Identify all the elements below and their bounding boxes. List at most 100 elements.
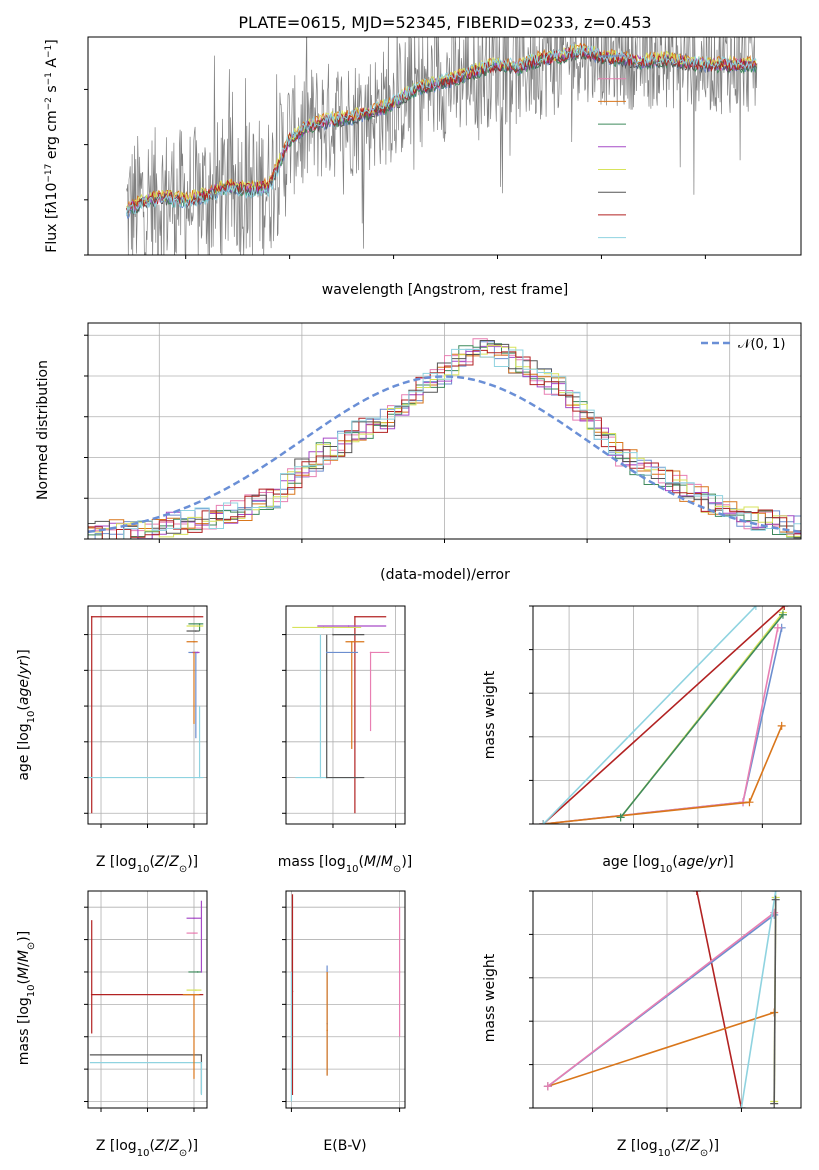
- data-point: [193, 917, 195, 920]
- spectrum-panel: PLATE=0615, MJD=52345, FIBERID=0233, z=0…: [44, 13, 802, 298]
- mass-weight-marker: [773, 623, 782, 632]
- mass-vs-extinction-plot: [282, 890, 406, 1112]
- data-point: [193, 932, 195, 934]
- mass-weight-line: [547, 912, 775, 1087]
- data-point: [319, 776, 322, 779]
- clipped-marks: [88, 338, 801, 539]
- model-spectrum-line: [126, 44, 757, 216]
- mass-weight-age-ylabel: mass weight: [482, 670, 498, 759]
- data-point: [291, 990, 294, 993]
- mass-weight-marker: [539, 820, 548, 824]
- data-point: [196, 971, 199, 973]
- residual-histogram-step: [88, 348, 801, 539]
- axes-frame: [87, 36, 802, 256]
- mass-weight-line: [696, 891, 743, 1108]
- spectrum-title: PLATE=0615, MJD=52345, FIBERID=0233, z=0…: [238, 13, 651, 32]
- data-point: [326, 1029, 328, 1032]
- clipped-marks: [126, 37, 758, 255]
- data-point: [398, 971, 401, 973]
- mass-weight-line: [773, 899, 777, 1104]
- spectrum-ylabel: Flux [fλ10−17 erg cm−2 s−1 A−1]: [44, 39, 60, 252]
- normal-distribution-curve: [88, 375, 801, 534]
- mass-weight-marker: [737, 1104, 746, 1108]
- data-point: [90, 993, 93, 996]
- data-point: [196, 651, 199, 654]
- mass-weight-marker: [780, 606, 789, 610]
- mass-weight-marker: [771, 891, 780, 895]
- axes-frame: [285, 890, 406, 1109]
- extinction-xlabel: E(B-V): [323, 1138, 366, 1154]
- mass-vs-metallicity-plot: [84, 890, 208, 1112]
- clipped-marks: [88, 615, 204, 814]
- model-spectrum-line: [126, 48, 757, 216]
- age-vs-mass-plot: [282, 605, 406, 828]
- residual-ylabel: Normed distribution: [35, 360, 51, 500]
- mass-weight-line: [542, 606, 785, 824]
- data-point: [322, 626, 325, 629]
- mass-weight-metallicity-ylabel: mass weight: [482, 953, 498, 1042]
- spectrum-legend: [598, 55, 626, 239]
- spectrum-plot-area: [84, 36, 802, 259]
- data-point: [198, 776, 201, 779]
- mass-weight-line: [547, 1011, 775, 1088]
- mass-weight-marker: [771, 895, 780, 904]
- axes-frame: [285, 605, 406, 825]
- clipped-marks: [89, 900, 204, 1096]
- mass-weight-line: [542, 606, 757, 824]
- data-point: [369, 651, 372, 654]
- mass-weight-vs-age-plot: [529, 605, 802, 828]
- data-point: [196, 625, 199, 627]
- data-point: [193, 993, 195, 996]
- mass-weight-line: [740, 891, 777, 1108]
- mass-weight-marker: [543, 1082, 552, 1091]
- residual-xlabel: (data-model)/error: [380, 567, 510, 583]
- data-point: [195, 989, 197, 991]
- clipped-marks: [539, 606, 789, 824]
- mass-weight-metallicity-xlabel: Z [log10(Z/Z⊙)]: [617, 1138, 719, 1159]
- mass-weight-marker: [616, 813, 625, 822]
- clipped-marks: [292, 615, 390, 814]
- mass-weight-marker: [777, 721, 786, 730]
- mass-weight-vs-metallicity-plot: [529, 890, 802, 1112]
- mass-weight-marker: [751, 606, 760, 610]
- mass-weight-age-xlabel: age [log10(age/yr)]: [602, 854, 733, 875]
- data-point: [325, 776, 328, 779]
- data-point: [354, 615, 356, 618]
- mass-weight-line: [619, 614, 784, 819]
- data-point: [200, 1054, 203, 1056]
- axes-frame: [87, 322, 802, 540]
- data-point: [90, 615, 93, 618]
- spectrum-xlabel: wavelength [Angstrom, rest frame]: [322, 282, 568, 298]
- axes-frame: [87, 890, 208, 1109]
- mass-weight-marker: [778, 610, 787, 619]
- age-ylabel: age [log10(age/yr)]: [16, 649, 37, 780]
- normal-legend-label: 𝒩(0, 1): [738, 337, 785, 352]
- mass-weight-marker: [692, 891, 701, 895]
- age-mass-xlabel: mass [log10(M/M⊙)]: [278, 854, 413, 875]
- mass-ylabel: mass [log10(M/M⊙)]: [16, 931, 37, 1066]
- data-point: [200, 1061, 203, 1064]
- age-vs-metallicity-plot: [84, 605, 208, 828]
- data-point: [332, 633, 334, 636]
- axes-frame: [532, 605, 802, 825]
- age-metallicity-xlabel: Z [log10(Z/Z⊙)]: [96, 854, 198, 875]
- data-point: [200, 971, 203, 973]
- data-point: [193, 640, 195, 643]
- clipped-marks: [290, 894, 401, 1102]
- mass-weight-marker: [745, 798, 754, 807]
- residual-plot-area: [84, 322, 802, 543]
- data-point: [347, 625, 350, 627]
- mass-weight-marker: [770, 1099, 779, 1108]
- data-point: [350, 640, 353, 643]
- axes-frame: [532, 890, 802, 1109]
- data-point: [198, 623, 201, 625]
- residual-legend: 𝒩(0, 1): [701, 337, 785, 352]
- data-point: [195, 630, 197, 632]
- data-point: [325, 651, 328, 654]
- data-point: [290, 1035, 293, 1038]
- axes-frame: [87, 605, 208, 825]
- residual-panel: (data-model)/error Normed distribution 𝒩…: [35, 322, 802, 583]
- data-point: [193, 651, 195, 654]
